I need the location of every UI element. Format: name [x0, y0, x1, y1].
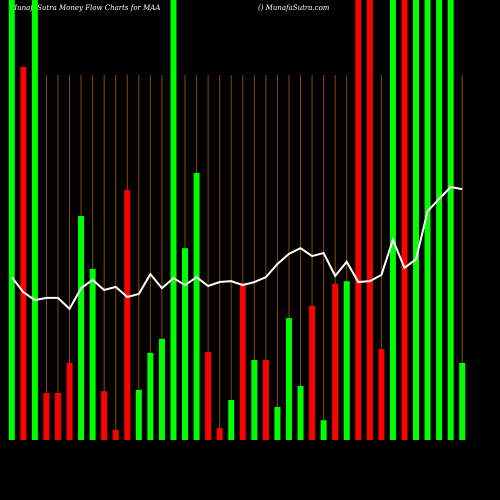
bar — [170, 0, 177, 440]
bar — [366, 0, 373, 440]
bar — [193, 172, 200, 441]
bar — [239, 282, 246, 440]
bar — [436, 0, 443, 440]
money-flow-line — [10, 185, 463, 311]
bar — [413, 0, 420, 440]
bar — [216, 428, 223, 440]
bar — [147, 352, 154, 440]
bar — [20, 66, 27, 440]
bar — [424, 0, 431, 440]
bar — [78, 216, 85, 440]
bar — [401, 0, 408, 440]
bar — [8, 0, 15, 440]
bar — [459, 363, 466, 440]
bar — [378, 348, 385, 440]
bar — [309, 305, 316, 440]
bar — [262, 359, 269, 440]
bar — [182, 248, 189, 440]
bar — [101, 391, 108, 440]
bar — [285, 318, 292, 440]
bar — [297, 385, 304, 440]
bar — [320, 420, 327, 440]
bar — [228, 399, 235, 440]
chart-subtitle: () MunafaSutra.com — [258, 4, 330, 12]
bar — [447, 0, 454, 440]
bar — [274, 407, 281, 440]
bar — [112, 429, 119, 440]
bar — [332, 283, 339, 440]
chart-title: MunafaSutra Money Flow Charts for MAA — [9, 4, 160, 12]
bar — [31, 0, 38, 440]
bar — [124, 190, 131, 440]
bar — [355, 0, 362, 440]
bar — [66, 363, 73, 440]
bar — [343, 281, 350, 440]
bar — [389, 0, 396, 440]
bar — [158, 338, 165, 440]
bar — [251, 359, 258, 440]
bar — [43, 392, 50, 440]
bar — [205, 352, 212, 440]
bar — [89, 268, 96, 440]
bar — [54, 392, 61, 440]
bar — [135, 389, 142, 440]
